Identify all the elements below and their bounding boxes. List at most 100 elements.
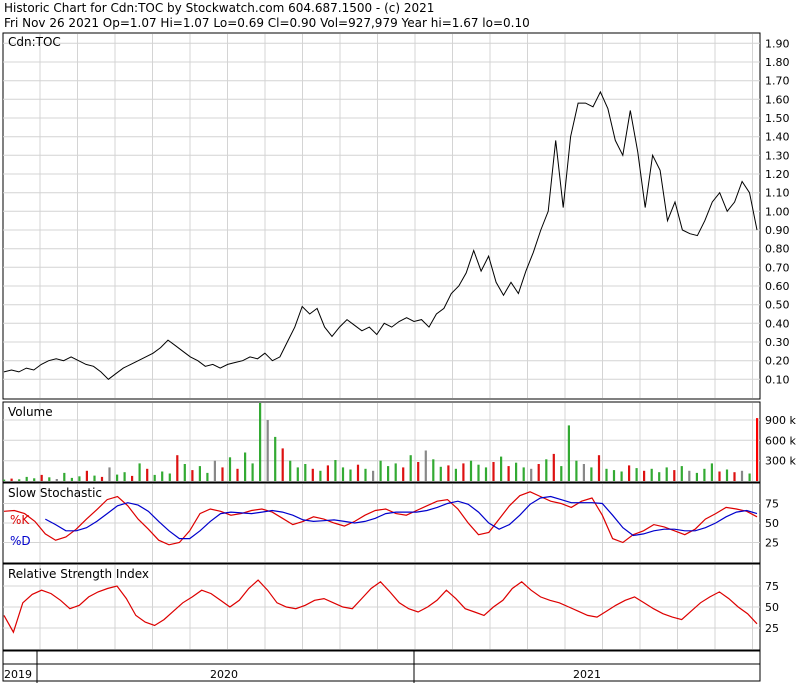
volume-bar [507, 466, 510, 481]
price-tick-label: 0.80 [765, 243, 790, 256]
price-tick-label: 0.10 [765, 373, 790, 386]
volume-bar [10, 478, 13, 481]
chart-header-line2: Fri Nov 26 2021 Op=1.07 Hi=1.07 Lo=0.69 … [4, 16, 530, 30]
volume-bar [530, 468, 533, 481]
price-tick-label: 1.70 [765, 75, 790, 88]
rsi-tick-label: 75 [765, 580, 779, 593]
volume-bar [334, 460, 337, 481]
volume-bar [680, 466, 683, 481]
volume-bar [477, 464, 480, 481]
price-tick-label: 0.70 [765, 261, 790, 274]
stochastic-tick-label: 50 [765, 517, 779, 530]
price-tick-label: 1.60 [765, 93, 790, 106]
price-tick-label: 1.50 [765, 112, 790, 125]
stochastic-grid [3, 484, 760, 562]
stochastic-k-line [3, 491, 758, 546]
price-panel: 1.90 1.80 1.70 1.60 1.50 1.40 1.30 1.20 1.10 1.00… [2, 32, 790, 400]
volume-panel: 900 k 600 k 300 k Volume [2, 401, 796, 483]
volume-bar [251, 463, 254, 481]
volume-bar [213, 460, 216, 481]
volume-bar [108, 467, 111, 481]
stochastic-panel: 75 50 25 Slow Stochastic %K %D [2, 482, 779, 564]
volume-bar [650, 468, 653, 481]
volume-bar [123, 472, 126, 481]
volume-bar [18, 479, 21, 481]
volume-bar [492, 462, 495, 481]
volume-bar [131, 475, 134, 481]
volume-bar [537, 464, 540, 481]
volume-bar [620, 471, 623, 481]
rsi-panel-title: Relative Strength Index [8, 567, 149, 581]
volume-bar [274, 436, 277, 481]
volume-bar [612, 470, 616, 481]
volume-bar [372, 470, 375, 481]
price-tick-label: 1.00 [765, 205, 790, 218]
x-label-2020: 2020 [210, 668, 238, 681]
volume-bar [116, 474, 119, 481]
volume-bar [296, 467, 299, 481]
volume-bar [63, 472, 66, 481]
volume-bar [635, 468, 638, 481]
volume-bar [198, 466, 201, 481]
price-grid [3, 34, 760, 398]
price-tick-label: 1.80 [765, 56, 790, 69]
volume-bar [55, 479, 58, 481]
volume-bar [409, 455, 412, 481]
volume-bar [500, 456, 503, 481]
volume-bar [575, 460, 578, 481]
rsi-y-axis: 75 50 25 [765, 580, 779, 635]
volume-bar [364, 468, 367, 481]
rsi-line [3, 579, 758, 634]
volume-bar [590, 467, 593, 481]
x-label-2021: 2021 [573, 668, 601, 681]
price-tick-label: 1.10 [765, 187, 790, 200]
volume-bar [447, 465, 450, 481]
volume-bar [522, 467, 525, 481]
volume-bar [319, 470, 322, 481]
volume-bar [688, 470, 691, 481]
volume-bar [349, 469, 352, 481]
volume-bar [311, 468, 314, 481]
volume-bars [3, 403, 759, 481]
volume-bar [658, 472, 661, 481]
volume-bar [582, 464, 585, 481]
volume-bar [266, 420, 269, 481]
volume-bar [146, 468, 149, 481]
volume-bar [153, 474, 156, 481]
price-tick-label: 0.60 [765, 280, 790, 293]
x-axis-frame [2, 650, 761, 682]
price-tick-label: 1.40 [765, 131, 790, 144]
volume-bar [48, 477, 51, 481]
volume-bar [417, 462, 420, 481]
volume-bar [168, 473, 171, 481]
volume-bar [733, 472, 736, 481]
volume-bar [78, 476, 81, 481]
rsi-tick-label: 50 [765, 601, 779, 614]
volume-bar [432, 459, 435, 481]
price-panel-frame [2, 32, 761, 400]
volume-bar [725, 469, 729, 481]
volume-bar [304, 464, 307, 481]
volume-bar [454, 468, 457, 481]
volume-bar [695, 472, 698, 481]
volume-bar [552, 453, 555, 481]
volume-bar [597, 455, 601, 481]
volume-bar [567, 425, 570, 481]
volume-bar [176, 455, 179, 481]
x-label-2019: 2019 [4, 668, 32, 681]
volume-bar [628, 465, 631, 481]
price-tick-label: 1.30 [765, 149, 790, 162]
volume-bar [281, 448, 284, 481]
volume-bar [244, 452, 247, 481]
volume-bar [665, 467, 668, 481]
price-line [3, 90, 758, 380]
stochastic-panel-title: Slow Stochastic [8, 486, 102, 500]
rsi-tick-label: 25 [765, 622, 779, 635]
price-y-axis: 1.90 1.80 1.70 1.60 1.50 1.40 1.30 1.20 1.10 1.00… [765, 37, 790, 386]
volume-bar [560, 466, 563, 481]
volume-bar [259, 403, 262, 481]
volume-bar [33, 478, 36, 481]
volume-tick-label: 300 k [765, 455, 796, 468]
price-tick-label: 0.40 [765, 317, 790, 330]
price-tick-label: 0.30 [765, 336, 790, 349]
